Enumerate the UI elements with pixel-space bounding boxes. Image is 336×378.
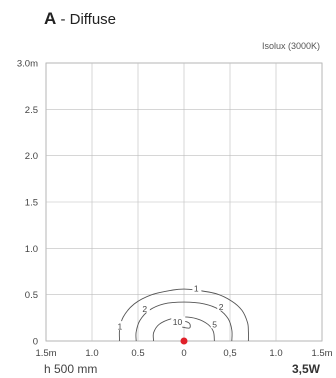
contour-label-bg bbox=[210, 319, 220, 329]
chart-subtitle: Isolux (3000K) bbox=[261, 41, 320, 51]
y-tick-label: 1.0 bbox=[25, 244, 38, 255]
x-tick-label: 0,5 bbox=[223, 348, 236, 359]
page-title: A - Diffuse bbox=[44, 9, 116, 29]
light-source-point bbox=[180, 337, 188, 345]
contour-label-bg bbox=[116, 321, 126, 331]
axis-tick-labels: 0 0.5 1.0 1.5 2.0 2.5 3.0m 1.5m 1.0 0.5 0 0,5 1.0 1.5… bbox=[17, 59, 333, 360]
contour-label-bg bbox=[192, 283, 202, 293]
x-tick-label: 1.0 bbox=[269, 348, 282, 359]
contour-label: 1 bbox=[118, 322, 123, 332]
y-tick-label: 2.0 bbox=[25, 151, 38, 162]
power-label: 3,5W bbox=[291, 362, 320, 376]
mounting-height-label: h 500 mm bbox=[44, 362, 98, 376]
contour-label: 10 bbox=[173, 317, 183, 327]
isolux-contour-1 bbox=[118, 288, 249, 342]
contour-label: 2 bbox=[142, 304, 147, 314]
x-tick-label: 1.0 bbox=[85, 348, 98, 359]
isolux-contour-2 bbox=[135, 301, 233, 342]
variant-letter: A bbox=[44, 9, 57, 28]
grid bbox=[45, 62, 323, 342]
y-tick-label: 1.5 bbox=[25, 198, 38, 209]
x-tick-label: 0 bbox=[181, 348, 186, 359]
x-tick-label: 0.5 bbox=[131, 348, 144, 359]
contour-label-bg bbox=[217, 301, 227, 311]
y-tick-label: 3.0m bbox=[17, 59, 38, 70]
x-tick-label: 1.5m bbox=[311, 348, 332, 359]
variant-title: - Diffuse bbox=[56, 11, 117, 28]
y-tick-label: 0.5 bbox=[25, 290, 38, 301]
y-tick-label: 0 bbox=[33, 337, 38, 348]
source-point-layer bbox=[180, 337, 188, 345]
contour-label-bg bbox=[171, 316, 186, 326]
y-tick-label: 2.5 bbox=[25, 105, 38, 116]
contour-label: 5 bbox=[212, 320, 217, 330]
contour-label-bg bbox=[140, 303, 150, 313]
contour-label: 1 bbox=[194, 284, 199, 294]
x-tick-label: 1.5m bbox=[35, 348, 56, 359]
contour-label: 2 bbox=[219, 302, 224, 312]
